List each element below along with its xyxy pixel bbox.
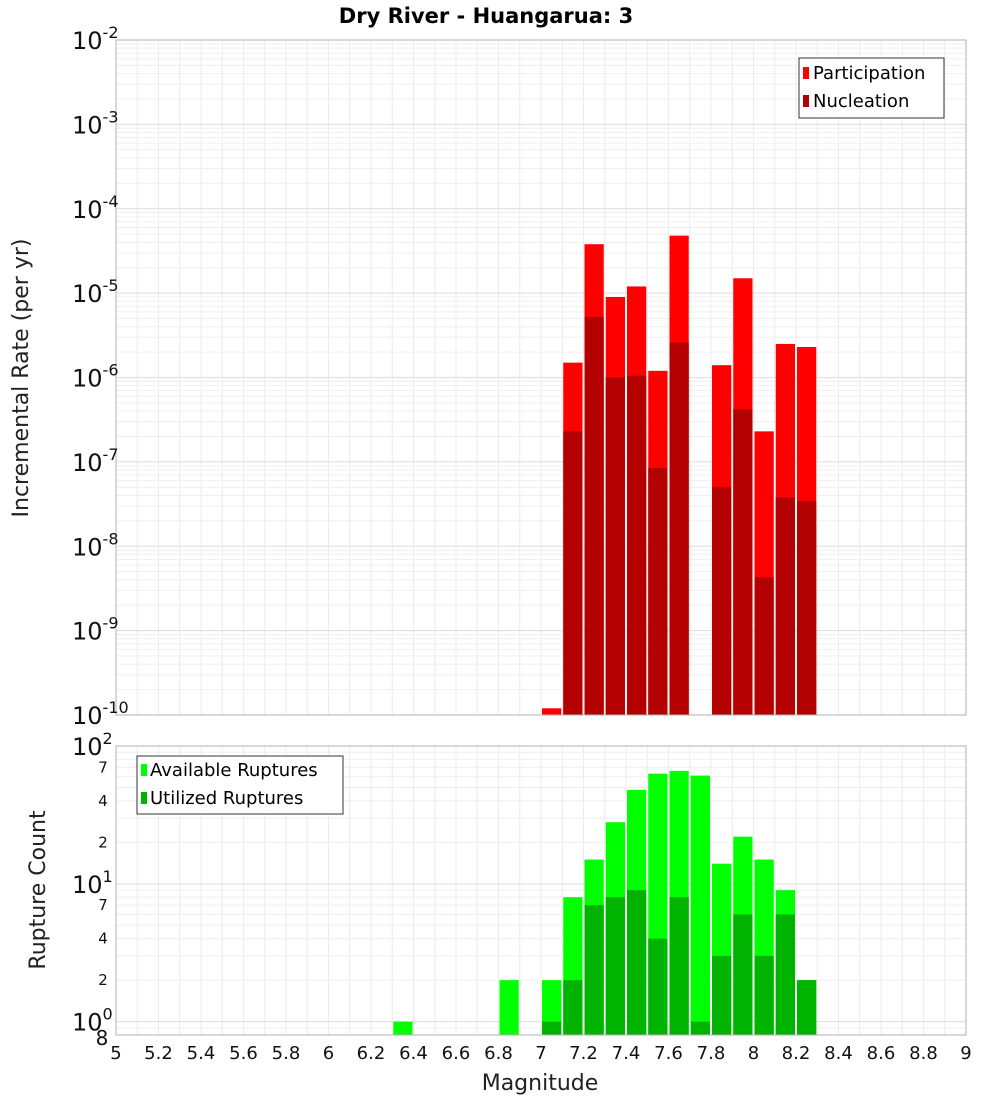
participation-bar [542, 708, 562, 715]
top-bars [542, 235, 817, 716]
x-tick-label: 6 [323, 1043, 334, 1064]
top-plot: 10-10 10-9 10-8 10-7 10-6 10-5 10-4 10-3 10-2 In… [9, 23, 967, 730]
top-y-tick-label: 10-6 [72, 361, 119, 393]
available-ruptures-bar [542, 980, 562, 1035]
x-tick-label: 9 [960, 1043, 971, 1064]
x-tick-label: 8 [748, 1043, 759, 1064]
available-ruptures-bar [690, 775, 710, 1035]
available-ruptures-bar [499, 980, 519, 1035]
utilized-ruptures-bar [690, 1021, 710, 1035]
x-tick-label: 8.2 [782, 1043, 811, 1064]
bottom-y-minor-tick-label: 2 [98, 971, 108, 989]
top-plot-border [115, 39, 967, 716]
x-tick-label: 5.4 [187, 1043, 216, 1064]
nucleation-bar [584, 317, 604, 715]
x-tick-label: 5 [110, 1043, 121, 1064]
legend-swatch-nucleation [803, 95, 809, 107]
x-tick-label: 8.8 [909, 1043, 938, 1064]
x-tick-label: 6.2 [357, 1043, 386, 1064]
top-legend: Participation Nucleation [798, 57, 945, 119]
legend-label-nucleation: Nucleation [813, 91, 909, 112]
bottom-legend-box [136, 755, 344, 815]
top-y-tick-label: 10-5 [72, 276, 119, 308]
x-tick-label: 7.2 [569, 1043, 598, 1064]
top-y-tick-label: 10-2 [72, 23, 119, 55]
nucleation-bar [627, 375, 647, 715]
top-y-tick-label: 10-3 [72, 107, 119, 139]
bottom-y-minor-tick-label: 7 [98, 896, 108, 914]
utilized-ruptures-bar [648, 938, 668, 1035]
top-y-tick-label: 10-10 [72, 698, 129, 730]
utilized-ruptures-bar [754, 955, 774, 1035]
utilized-ruptures-bar [584, 905, 604, 1035]
x-tick-labels: 5 5.2 5.4 5.6 5.8 6 6.2 6.4 6.6 6.8 7 7.2 7.4 7.6 7.8 8… [110, 1043, 971, 1064]
x-tick-label: 6.6 [442, 1043, 471, 1064]
x-tick-label: 7.4 [612, 1043, 641, 1064]
legend-label-available: Available Ruptures [150, 760, 318, 781]
x-tick-label: 7.6 [654, 1043, 683, 1064]
nucleation-bar [797, 501, 817, 715]
bottom-y-major-tick-label: 101 [72, 867, 113, 899]
x-tick-label: 7.8 [697, 1043, 726, 1064]
legend-label-utilized: Utilized Ruptures [150, 788, 303, 809]
x-tick-label: 6.8 [484, 1043, 513, 1064]
bottom-y-minor-tick-label: 7 [98, 758, 108, 776]
x-tick-label: 8.6 [867, 1043, 896, 1064]
utilized-ruptures-bar [669, 897, 689, 1035]
top-y-tick-label: 10-4 [72, 192, 119, 224]
utilized-ruptures-bar [605, 897, 625, 1035]
top-y-axis-label: Incremental Rate (per yr) [9, 239, 34, 518]
nucleation-bar [669, 342, 689, 715]
legend-swatch-available [141, 764, 147, 776]
bottom-y-minor-tick-label: 2 [98, 833, 108, 851]
nucleation-bar [775, 497, 795, 715]
bottom-legend: Available Ruptures Utilized Ruptures [136, 755, 344, 815]
utilized-ruptures-bar [627, 890, 647, 1035]
chart-title: Dry River - Huangarua: 3 [339, 4, 633, 28]
top-legend-box [798, 57, 945, 119]
legend-label-participation: Participation [813, 63, 925, 84]
x-tick-label: 5.2 [144, 1043, 173, 1064]
top-y-tick-labels: 10-10 10-9 10-8 10-7 10-6 10-5 10-4 10-3 10-2 [72, 23, 129, 730]
utilized-ruptures-bar [712, 955, 732, 1035]
bottom-y-minor-tick-label: 4 [98, 930, 108, 948]
nucleation-bar [648, 467, 668, 715]
x-tick-label: 5.6 [229, 1043, 258, 1064]
top-grid [115, 40, 967, 716]
bottom-bars [393, 770, 817, 1035]
available-ruptures-bar [393, 1021, 413, 1035]
x-tick-label: 8.4 [824, 1043, 853, 1064]
bottom-y-minor-tick-label: 8 [96, 1026, 109, 1050]
nucleation-bar [605, 377, 625, 715]
bottom-y-minor-tick-label: 4 [98, 792, 108, 810]
x-tick-label: 6.4 [399, 1043, 428, 1064]
legend-swatch-participation [803, 67, 809, 79]
top-y-tick-label: 10-7 [72, 445, 119, 477]
bottom-y-axis-label: Rupture Count [26, 810, 51, 970]
legend-swatch-utilized [141, 792, 147, 804]
top-y-tick-label: 10-9 [72, 614, 119, 646]
x-tick-label: 5.8 [272, 1043, 301, 1064]
utilized-ruptures-bar [733, 914, 753, 1035]
utilized-ruptures-bar [542, 1021, 562, 1035]
x-axis-label: Magnitude [482, 1071, 599, 1096]
bottom-plot-border [115, 745, 967, 1036]
bottom-y-major-tick-label: 102 [72, 729, 113, 761]
utilized-ruptures-bar [563, 980, 583, 1035]
nucleation-bar [712, 487, 732, 715]
nucleation-bar [733, 409, 753, 715]
utilized-ruptures-bar [775, 914, 795, 1035]
x-tick-label: 7 [535, 1043, 546, 1064]
utilized-ruptures-bar [797, 980, 817, 1035]
nucleation-bar [563, 431, 583, 715]
nucleation-bar [754, 577, 774, 715]
top-y-tick-label: 10-8 [72, 529, 119, 561]
